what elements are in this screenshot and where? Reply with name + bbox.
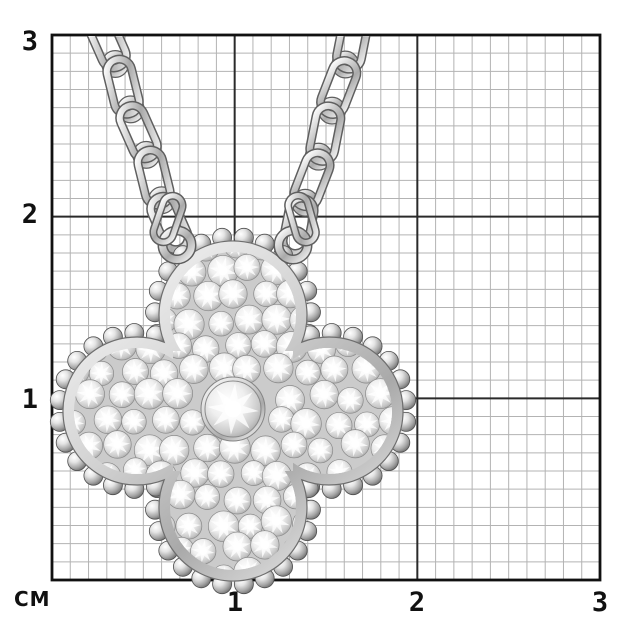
pave-stone: [190, 538, 217, 565]
pave-stone: [122, 358, 149, 385]
pave-stone: [250, 530, 280, 560]
pave-stone: [357, 510, 383, 536]
chain-link: [115, 100, 162, 164]
pave-stone: [194, 484, 221, 510]
pave-stone: [105, 536, 133, 565]
pave-stone: [222, 531, 253, 562]
pave-stone: [74, 480, 106, 512]
pave-stone: [208, 352, 240, 384]
pave-stone: [337, 387, 364, 414]
pave-stone: [79, 531, 107, 559]
pave-stone: [104, 281, 136, 314]
pave-stone: [175, 512, 203, 540]
pave-stone: [295, 359, 321, 386]
pave-stone: [211, 564, 237, 570]
pave-stone: [320, 355, 349, 384]
pave-stone: [322, 513, 350, 541]
pave-stone: [268, 406, 295, 433]
pave-stone: [367, 536, 392, 563]
pave-stone: [225, 332, 252, 359]
pave-stone: [92, 508, 123, 539]
pave-stone: [232, 354, 261, 384]
pave-stone: [234, 304, 265, 335]
pave-stone: [78, 252, 107, 261]
pave-stone: [250, 435, 281, 466]
pave-stone: [93, 405, 123, 434]
pave-stone: [382, 255, 392, 283]
pave-stone: [93, 254, 121, 283]
chain-link: [149, 191, 187, 247]
pave-stone: [380, 560, 392, 570]
pave-stone: [179, 354, 209, 384]
pave-stone: [324, 559, 356, 570]
pave-stone: [152, 406, 180, 434]
pave-stone: [280, 431, 308, 459]
pave-stone: [253, 280, 280, 307]
pave-stone: [108, 381, 136, 409]
pave-stone: [397, 533, 428, 564]
pave-stone: [74, 254, 88, 281]
center-diamond: [204, 380, 262, 438]
chain-link: [289, 148, 335, 212]
pave-stone: [362, 485, 392, 517]
pave-stone: [261, 303, 293, 335]
pave-stone: [166, 479, 196, 510]
pave-stone: [103, 430, 132, 459]
pave-stone: [334, 281, 365, 312]
chain-link: [332, 36, 373, 74]
pave-stone: [294, 561, 320, 570]
pave-stone: [335, 534, 363, 561]
pave-stone: [263, 353, 294, 384]
pave-stone: [354, 562, 383, 570]
x-axis-label-1cm: 1: [226, 587, 244, 618]
pave-stone: [260, 505, 292, 537]
y-axis-label-3cm: 3: [21, 26, 38, 57]
pave-stone: [396, 234, 423, 261]
pave-stone: [237, 513, 263, 539]
pave-stone: [162, 378, 194, 409]
pave-stone: [193, 280, 224, 312]
chain-link: [316, 56, 362, 119]
pave-stone: [309, 379, 339, 410]
necklace-chain: [84, 36, 373, 259]
pave-stone: [121, 512, 152, 542]
pave-stone: [378, 305, 392, 337]
pave-stone: [74, 309, 93, 339]
pave-stone: [146, 560, 176, 570]
pave-stone: [223, 486, 252, 515]
pave-stone: [325, 412, 353, 440]
y-axis-label-1cm: 1: [21, 384, 38, 415]
pave-stone: [350, 254, 378, 282]
pave-stone: [250, 330, 279, 358]
pave-stone: [208, 310, 234, 337]
chain-link: [84, 36, 131, 73]
x-axis-label-2cm: 2: [408, 587, 426, 618]
pave-stone: [233, 253, 261, 281]
pave-stone: [207, 460, 235, 488]
pave-stone: [322, 252, 352, 283]
x-axis-label-3cm: 3: [591, 587, 609, 618]
unit-label-cm: СМ: [14, 587, 51, 611]
pave-stone: [74, 480, 77, 512]
chain-link: [102, 54, 144, 119]
pave-stone: [340, 429, 370, 459]
pave-stone: [378, 406, 392, 436]
chain-link: [284, 191, 320, 247]
pave-stone: [337, 252, 367, 257]
pave-stone: [223, 252, 251, 259]
y-axis-label-2cm: 2: [21, 199, 38, 230]
pave-stone: [133, 378, 166, 410]
pave-stone: [290, 408, 322, 440]
pave-stone: [218, 279, 248, 309]
pave-stone: [307, 437, 334, 464]
pave-stone: [173, 308, 205, 340]
pave-stone: [378, 513, 392, 541]
pave-stone: [193, 433, 222, 463]
chain-link: [305, 101, 346, 166]
pave-stone: [207, 255, 239, 287]
pave-stone: [158, 435, 190, 466]
pave-stone: [121, 409, 147, 435]
